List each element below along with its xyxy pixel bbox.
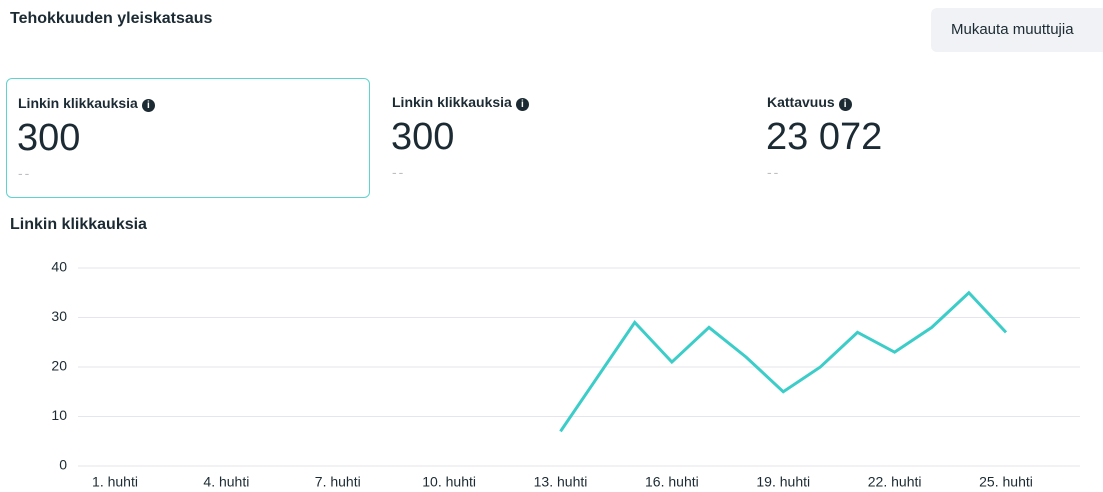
info-icon[interactable]: i bbox=[141, 99, 155, 112]
y-tick-label: 20 bbox=[51, 358, 67, 374]
metric-label-wrap: Kattavuus i bbox=[767, 94, 852, 111]
metric-label: Linkin klikkauksia bbox=[392, 94, 512, 110]
x-tick-label: 25. huhti bbox=[979, 474, 1033, 490]
metric-card[interactable]: Linkin klikkauksia i 300 -- bbox=[6, 78, 370, 198]
x-tick-label: 16. huhti bbox=[645, 474, 699, 490]
metric-label: Kattavuus bbox=[767, 94, 835, 110]
x-tick-label: 13. huhti bbox=[534, 474, 588, 490]
customize-button[interactable]: Mukauta muuttujia bbox=[931, 8, 1103, 52]
metric-label-wrap: Linkin klikkauksia i bbox=[18, 95, 155, 112]
y-tick-label: 10 bbox=[51, 407, 67, 423]
metric-change: -- bbox=[18, 165, 32, 181]
metric-change: -- bbox=[767, 164, 781, 180]
metric-value: 23 072 bbox=[766, 116, 883, 158]
x-tick-label: 22. huhti bbox=[868, 474, 922, 490]
x-tick-label: 1. huhti bbox=[92, 474, 138, 490]
data-line bbox=[559, 290, 1008, 433]
metric-card[interactable]: Linkin klikkauksia i 300 -- bbox=[381, 78, 745, 198]
x-tick-label: 19. huhti bbox=[756, 474, 810, 490]
metric-value: 300 bbox=[391, 116, 455, 158]
metric-card[interactable]: Kattavuus i 23 072 -- bbox=[756, 78, 1096, 198]
chart: 0 10 20 30 40 1. huhti 4. huhti 7. huhti 10. huh… bbox=[51, 259, 1080, 490]
metric-label-wrap: Linkin klikkauksia i bbox=[392, 94, 529, 111]
x-tick-label: 10. huhti bbox=[422, 474, 476, 490]
x-tick-label: 7. huhti bbox=[315, 474, 361, 490]
x-tick-label: 4. huhti bbox=[203, 474, 249, 490]
chart-title: Linkin klikkauksia bbox=[10, 216, 147, 233]
info-icon[interactable]: i bbox=[515, 98, 529, 111]
y-tick-label: 30 bbox=[51, 308, 67, 324]
metric-value: 300 bbox=[17, 117, 81, 159]
metric-change: -- bbox=[392, 164, 406, 180]
info-icon[interactable]: i bbox=[838, 98, 852, 111]
metric-label: Linkin klikkauksia bbox=[18, 95, 138, 111]
y-tick-label: 40 bbox=[51, 259, 67, 275]
y-tick-label: 0 bbox=[59, 457, 67, 473]
page-title: Tehokkuuden yleiskatsaus bbox=[10, 10, 213, 27]
